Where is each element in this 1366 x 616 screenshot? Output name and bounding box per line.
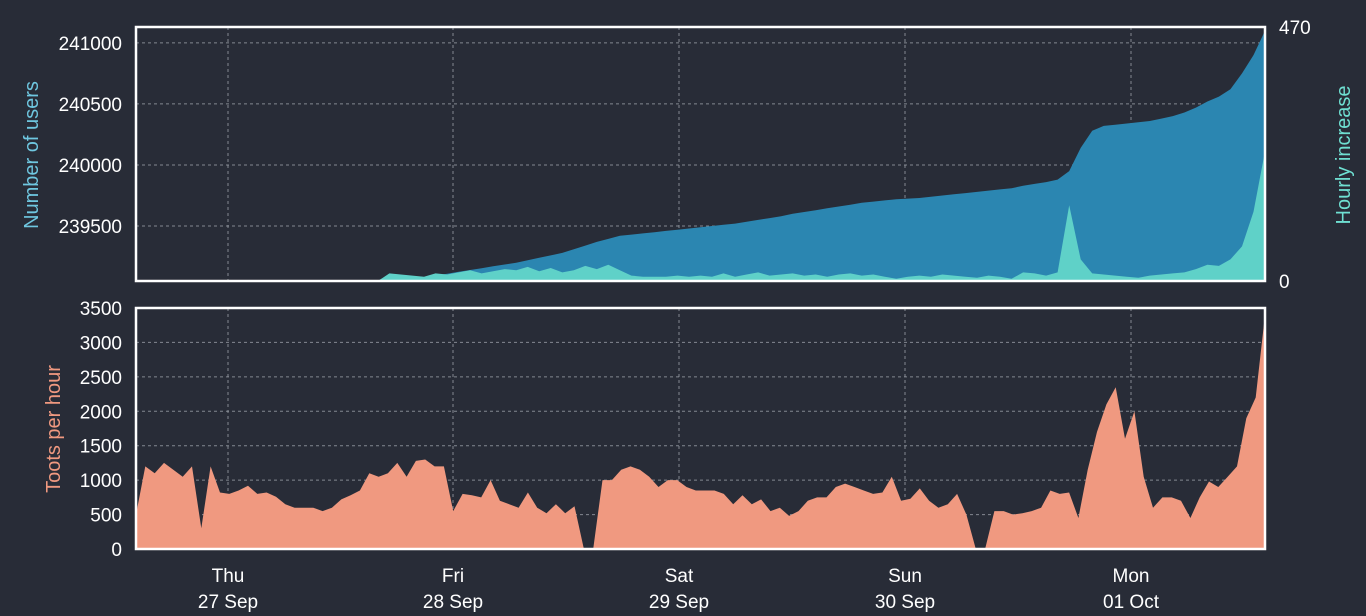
toots-y-tick-label: 2500: [80, 368, 122, 389]
toots-y-tick-label: 1000: [80, 471, 122, 492]
users-y-axis-label: Number of users: [21, 81, 43, 229]
increase-y-tick-label: 470: [1279, 18, 1311, 39]
users-y-tick-label: 240500: [59, 95, 122, 116]
users-y-tick-label: 241000: [59, 34, 122, 55]
x-tick-day-label: Fri: [442, 566, 464, 587]
x-tick-day-label: Mon: [1113, 566, 1150, 587]
users-y-tick-label: 240000: [59, 156, 122, 177]
increase-y-axis-label: Hourly increase: [1333, 86, 1355, 225]
toots-y-tick-label: 500: [90, 506, 122, 527]
x-tick-day-label: Sun: [888, 566, 922, 587]
x-tick-date-label: 27 Sep: [198, 592, 258, 613]
toots-plot-frame: [134, 306, 1267, 551]
toots-y-tick-label: 3500: [80, 299, 122, 320]
x-axis-ticks: Thu 27 Sep Fri 28 Sep Sat 29 Sep Sun 30 Sep Mon 0…: [198, 566, 1160, 613]
toots-y-tick-label: 2000: [80, 402, 122, 423]
users-y-tick-label: 239500: [59, 217, 122, 238]
toots-y-ticks: 0 500 1000 1500 2000 2500 3000 3500: [80, 299, 122, 561]
toots-y-tick-label: 1500: [80, 437, 122, 458]
toots-area: [136, 314, 1265, 549]
users-y-ticks: 239500 240000 240500 241000: [59, 34, 122, 238]
toots-panel: 0 500 1000 1500 2000 2500 3000 3500 Toots per h…: [43, 299, 1267, 561]
increase-y-tick-label: 0: [1279, 272, 1290, 293]
toots-y-tick-label: 3000: [80, 333, 122, 354]
users-area: [136, 30, 1265, 282]
x-tick-date-label: 30 Sep: [875, 592, 935, 613]
x-tick-date-label: 29 Sep: [649, 592, 709, 613]
toots-y-tick-label: 0: [111, 540, 122, 561]
toots-y-axis-label: Toots per hour: [43, 365, 65, 493]
x-tick-day-label: Thu: [212, 566, 245, 587]
users-series: [136, 30, 1265, 282]
users-panel: 239500 240000 240500 241000 0 470 Number of …: [21, 18, 1355, 293]
increase-y-ticks: 0 470: [1279, 18, 1311, 293]
users-plot-frame: [134, 25, 1267, 283]
x-tick-day-label: Sat: [665, 566, 694, 587]
x-tick-date-label: 01 Oct: [1103, 592, 1160, 613]
x-tick-date-label: 28 Sep: [423, 592, 483, 613]
